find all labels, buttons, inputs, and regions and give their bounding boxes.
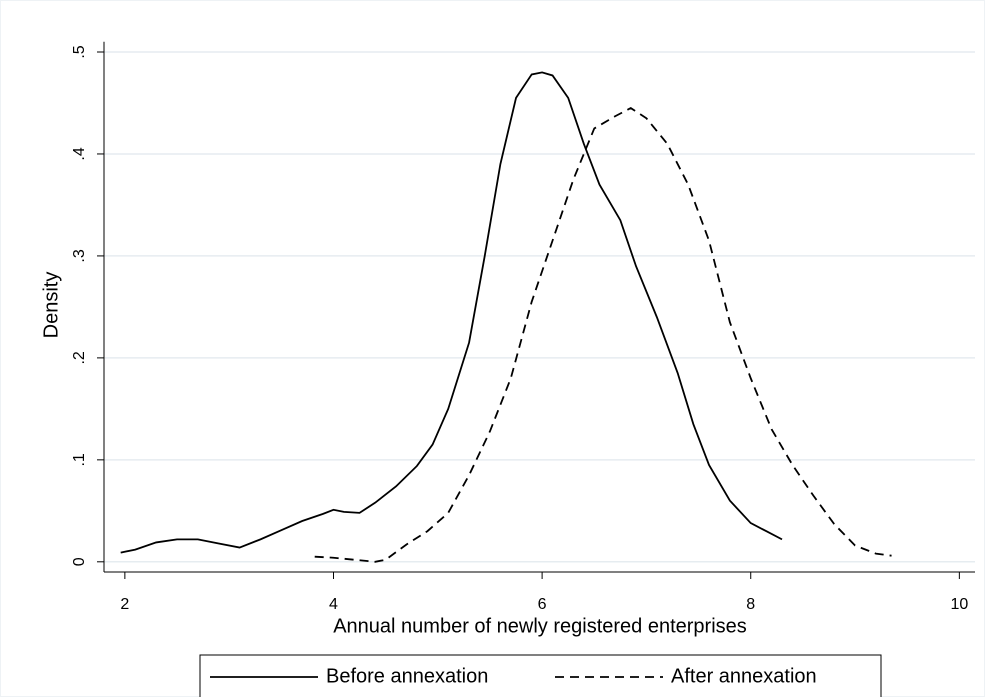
x-tick-label: 8 bbox=[746, 596, 755, 613]
density-line bbox=[314, 107, 892, 563]
legend-label: Before annexation bbox=[326, 665, 488, 687]
legend-box bbox=[199, 654, 882, 697]
y-tick-label: .1 bbox=[71, 453, 88, 466]
y-tick-label: .5 bbox=[71, 45, 88, 58]
y-axis-title: Density bbox=[40, 272, 62, 339]
x-tick-label: 10 bbox=[950, 596, 968, 613]
y-tick-label: .3 bbox=[71, 249, 88, 262]
x-tick-label: 4 bbox=[329, 596, 338, 613]
density-line bbox=[120, 71, 783, 554]
y-tick-label: .2 bbox=[71, 351, 88, 364]
y-tick-label: 0 bbox=[71, 557, 88, 566]
x-axis-title: Annual number of newly registered enterp… bbox=[333, 615, 747, 637]
y-tick-label: .4 bbox=[71, 147, 88, 160]
legend-label: After annexation bbox=[671, 665, 817, 687]
x-tick-label: 2 bbox=[120, 596, 129, 613]
x-tick-label: 6 bbox=[538, 596, 547, 613]
